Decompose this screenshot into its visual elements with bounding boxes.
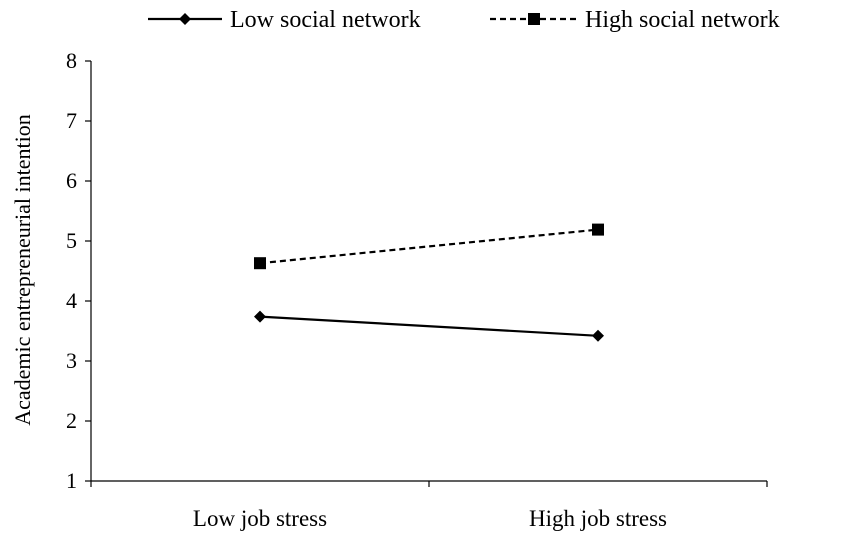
y-tick-label: 6 <box>66 168 77 193</box>
legend-label: High social network <box>585 7 780 33</box>
legend-item: High social network <box>490 7 780 33</box>
y-tick-label: 8 <box>66 48 77 73</box>
y-tick-label: 7 <box>66 108 77 133</box>
legend-item: Low social network <box>148 7 421 33</box>
data-point <box>592 329 604 342</box>
series-group <box>254 223 604 342</box>
y-tick-label: 5 <box>66 228 77 253</box>
axes: 1 2 3 4 5 6 7 8 Low job stress High job stress <box>66 48 768 531</box>
y-tick-label: 4 <box>66 288 77 313</box>
data-point <box>254 257 266 270</box>
series-1 <box>254 310 604 342</box>
data-point <box>592 223 604 236</box>
series-line <box>259 228 599 265</box>
data-point <box>254 310 266 323</box>
x-tick-label: Low job stress <box>193 506 327 531</box>
legend-label: Low social network <box>230 7 421 33</box>
legend-marker <box>528 13 540 25</box>
y-tick-label: 2 <box>66 408 77 433</box>
series-2 <box>254 223 604 270</box>
y-axis-title: Academic entrepreneurial intention <box>10 114 35 426</box>
legend: Low social network High social network <box>148 7 780 33</box>
legend-marker <box>179 13 191 25</box>
y-tick-label: 1 <box>66 468 77 493</box>
x-tick-label: High job stress <box>529 506 667 531</box>
y-tick-label: 3 <box>66 348 77 373</box>
series-line <box>259 315 599 337</box>
